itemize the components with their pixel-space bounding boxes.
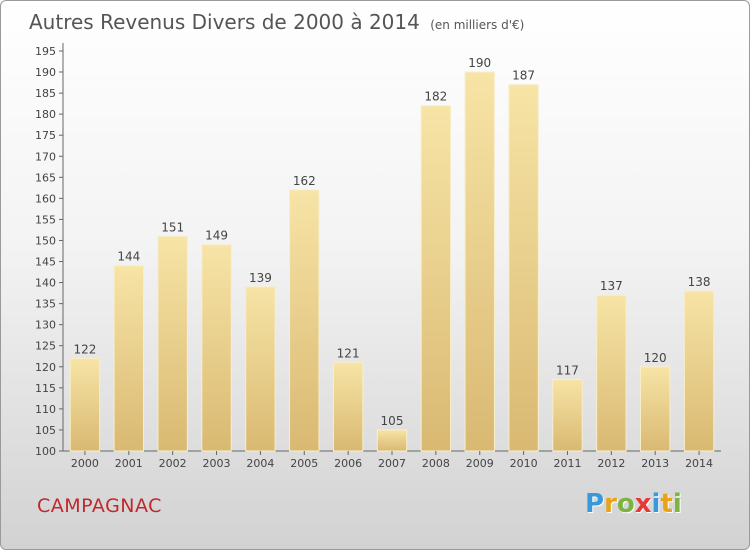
logo-letter: x	[634, 489, 652, 519]
x-tick-label-2002: 2002	[159, 457, 187, 470]
x-tick-label-2008: 2008	[422, 457, 450, 470]
commune-name: CAMPAGNAC	[37, 495, 162, 517]
x-tick-label-2013: 2013	[641, 457, 669, 470]
bar-2014	[683, 290, 715, 452]
data-label-2005: 162	[293, 174, 316, 188]
bar-2007	[376, 429, 408, 452]
bar-2001	[113, 265, 144, 452]
y-tick-label: 110	[35, 403, 56, 416]
data-label-2004: 139	[249, 271, 272, 285]
y-tick-label: 180	[35, 108, 56, 121]
y-tick-label: 170	[35, 150, 56, 163]
data-label-2010: 187	[512, 69, 535, 83]
chart-title: Autres Revenus Divers de 2000 à 2014 (en…	[29, 10, 524, 34]
logo-letter: i	[651, 489, 661, 519]
y-tick-label: 155	[35, 213, 56, 226]
bar-2008	[420, 105, 452, 452]
data-label-2009: 190	[468, 56, 491, 70]
x-tick-label-2003: 2003	[203, 457, 231, 470]
data-label-2002: 151	[161, 220, 184, 234]
y-tick-label: 185	[35, 87, 56, 100]
x-tick-label-2010: 2010	[510, 457, 538, 470]
x-tick-label-2012: 2012	[597, 457, 625, 470]
data-label-2006: 121	[337, 347, 360, 361]
bar-2006	[332, 362, 364, 452]
title-text: Autres Revenus Divers de 2000 à 2014	[29, 10, 420, 34]
bar-2003	[201, 244, 232, 452]
y-tick-label: 195	[35, 45, 56, 58]
data-label-2003: 149	[205, 229, 228, 243]
y-tick-label: 130	[35, 319, 56, 332]
proxiti-logo: Proxiti	[585, 489, 682, 519]
y-tick-label: 105	[35, 424, 56, 437]
bar-2012	[596, 294, 627, 452]
x-tick-label-2007: 2007	[378, 457, 406, 470]
y-tick-label: 145	[35, 256, 56, 269]
x-tick-label-2006: 2006	[334, 457, 362, 470]
x-tick-label-2014: 2014	[685, 457, 713, 470]
logo-letter: r	[604, 489, 617, 519]
logo-letter: P	[585, 489, 605, 519]
x-tick-label-2011: 2011	[553, 457, 581, 470]
data-label-2000: 122	[73, 342, 96, 356]
data-label-2007: 105	[381, 414, 404, 428]
data-label-2013: 120	[644, 351, 667, 365]
y-tick-label: 190	[35, 66, 56, 79]
y-tick-label: 135	[35, 298, 56, 311]
bar-2010	[508, 84, 539, 452]
y-tick-label: 175	[35, 129, 56, 142]
y-tick-label: 115	[35, 382, 56, 395]
y-tick-label: 165	[35, 171, 56, 184]
x-tick-label-2004: 2004	[246, 457, 274, 470]
data-label-2011: 117	[556, 363, 579, 377]
x-tick-label-2001: 2001	[115, 457, 143, 470]
y-tick-label: 150	[35, 234, 56, 247]
data-label-2001: 144	[117, 250, 140, 264]
bar-2009	[464, 71, 495, 452]
x-tick-label-2000: 2000	[71, 457, 99, 470]
logo-letter: t	[660, 489, 673, 519]
bar-2005	[289, 189, 320, 452]
bar-2004	[245, 286, 276, 452]
x-tick-label-2009: 2009	[466, 457, 494, 470]
logo-letter: o	[616, 489, 635, 519]
y-tick-label: 160	[35, 192, 56, 205]
y-tick-label: 120	[35, 361, 56, 374]
y-tick-label: 100	[35, 445, 56, 458]
bar-2000	[69, 357, 101, 452]
data-label-2008: 182	[424, 90, 447, 104]
y-tick-label: 125	[35, 340, 56, 353]
logo-letter: i	[672, 489, 682, 519]
data-label-2012: 137	[600, 279, 623, 293]
y-tick-label: 140	[35, 277, 56, 290]
bar-2002	[157, 235, 188, 452]
bar-2013	[640, 366, 671, 452]
data-label-2014: 138	[688, 275, 711, 289]
x-tick-label-2005: 2005	[290, 457, 318, 470]
title-unit: (en milliers d'€)	[430, 18, 525, 32]
bar-2011	[552, 378, 583, 452]
